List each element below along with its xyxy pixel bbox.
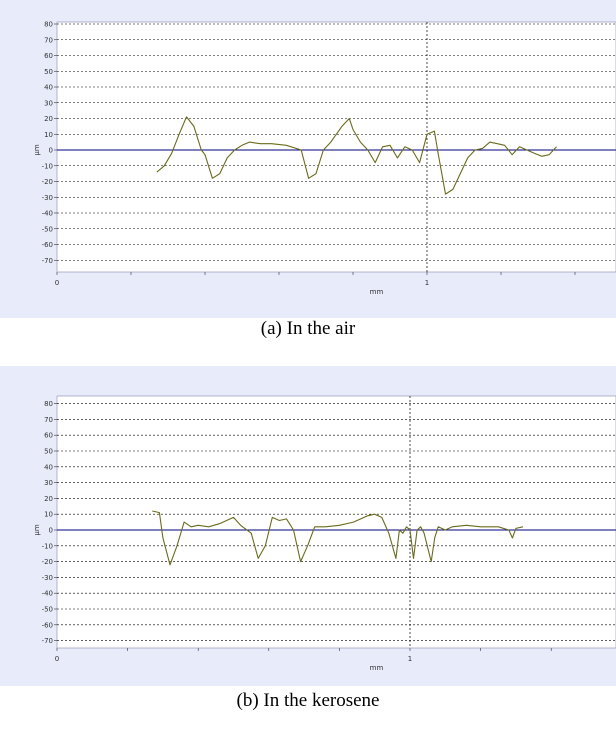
y-tick-label: -50 [42, 606, 53, 614]
plot-area [56, 395, 616, 649]
y-tick-label: 10 [44, 131, 53, 139]
y-tick-label: 0 [49, 527, 53, 535]
y-tick-label: -30 [42, 574, 53, 582]
y-tick-label: -60 [42, 241, 53, 249]
x-axis-label: mm [370, 288, 384, 296]
y-tick-label: -10 [42, 542, 53, 550]
y-tick-label: 60 [44, 432, 53, 440]
y-tick-label: 70 [44, 36, 53, 44]
x-tick-label: 1 [425, 279, 429, 287]
y-tick-label: 20 [44, 115, 53, 123]
y-tick-label: -70 [42, 257, 53, 265]
y-tick-label: -20 [42, 558, 53, 566]
x-tick-label: 1 [408, 655, 412, 663]
profile-series-line [156, 116, 557, 195]
profile-chart-air: 80 70 60 50 40 30 20 10 0 -10 -20 -30 -40 -50 -60 -70 0 1… [0, 0, 616, 318]
y-tick-label: -40 [42, 590, 53, 598]
caption-kerosene: (b) In the kerosene [236, 690, 380, 711]
y-tick-label: 50 [44, 68, 53, 76]
profile-series-line [152, 510, 524, 566]
y-tick-label: 10 [44, 511, 53, 519]
y-axis-label: µm [33, 144, 41, 155]
y-tick-label: 20 [44, 495, 53, 503]
y-tick-label: 30 [44, 479, 53, 487]
y-tick-label: -20 [42, 178, 53, 186]
caption-air: (a) In the air [260, 318, 356, 339]
plot-area [56, 21, 616, 273]
y-tick-label: -40 [42, 210, 53, 218]
y-tick-label: 40 [44, 463, 53, 471]
profile-chart-kerosene: 80 70 60 50 40 30 20 10 0 -10 -20 -30 -40 -50 -60 -70 0 1… [0, 366, 616, 686]
chart-panel-air: 80 70 60 50 40 30 20 10 0 -10 -20 -30 -40 -50 -60 -70 0 1… [0, 0, 616, 360]
y-tick-label: 30 [44, 99, 53, 107]
y-axis-label: µm [33, 524, 41, 535]
y-tick-label: -50 [42, 225, 53, 233]
y-tick-label: -30 [42, 194, 53, 202]
x-tick-label: 0 [55, 655, 59, 663]
y-tick-label: 50 [44, 448, 53, 456]
x-tick-label: 0 [55, 279, 59, 287]
y-tick-label: -70 [42, 637, 53, 645]
y-tick-label: 60 [44, 52, 53, 60]
y-tick-label: -10 [42, 162, 53, 170]
chart-panel-kerosene: 80 70 60 50 40 30 20 10 0 -10 -20 -30 -40 -50 -60 -70 0 1… [0, 366, 616, 732]
y-tick-label: -60 [42, 621, 53, 629]
x-axis-label: mm [370, 664, 384, 672]
y-tick-label: 80 [44, 21, 53, 29]
y-tick-label: 40 [44, 84, 53, 92]
y-tick-label: 0 [49, 147, 53, 155]
y-tick-label: 70 [44, 416, 53, 424]
y-tick-label: 80 [44, 400, 53, 408]
